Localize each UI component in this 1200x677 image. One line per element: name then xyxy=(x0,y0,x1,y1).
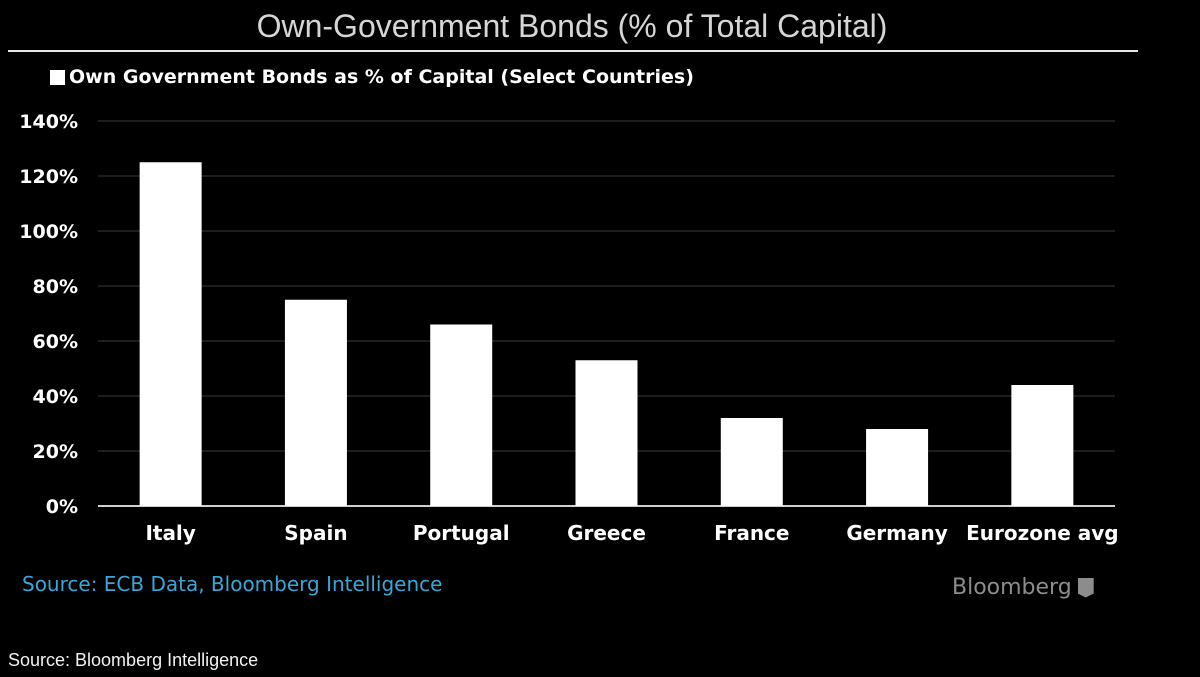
y-tick-label: 120% xyxy=(19,166,78,188)
y-tick-label: 140% xyxy=(19,111,78,133)
bar-spain xyxy=(284,299,347,506)
y-tick-label: 40% xyxy=(33,386,78,408)
bar-portugal xyxy=(430,324,493,506)
y-tick-label: 80% xyxy=(33,276,78,298)
x-axis: Italy Spain Portugal Greece France Germany Eur… xyxy=(145,521,1118,545)
chart-title: Own-Government Bonds (% of Total Capital… xyxy=(256,8,888,44)
bar-france xyxy=(720,418,783,506)
x-tick-label: France xyxy=(714,521,789,545)
bar-italy xyxy=(139,162,202,506)
y-tick-label: 100% xyxy=(19,221,78,243)
bloomberg-logo: Bloomberg xyxy=(952,575,1094,600)
x-tick-label: Eurozone avg xyxy=(966,521,1119,545)
brand-label: Bloomberg xyxy=(952,575,1072,600)
bar-germany xyxy=(866,429,929,506)
legend-swatch xyxy=(50,69,65,85)
x-tick-label: Portugal xyxy=(413,521,510,545)
x-tick-label: Spain xyxy=(284,521,347,545)
gridlines xyxy=(98,120,1115,507)
y-tick-label: 0% xyxy=(46,496,78,518)
bar-greece xyxy=(575,360,638,506)
title-divider xyxy=(8,50,1138,52)
bloomberg-icon xyxy=(1077,577,1094,598)
y-tick-label: 60% xyxy=(33,331,78,353)
chart-source-note: Source: ECB Data, Bloomberg Intelligence xyxy=(22,572,443,596)
x-tick-label: Italy xyxy=(145,521,195,545)
x-tick-label: Greece xyxy=(567,521,646,545)
y-tick-label: 20% xyxy=(33,441,78,463)
source-caption: Source: Bloomberg Intelligence xyxy=(8,650,259,670)
y-axis: 0% 20% 40% 60% 80% 100% 120% 140% xyxy=(19,111,78,518)
legend: Own Government Bonds as % of Capital (Se… xyxy=(50,66,694,88)
bars xyxy=(139,162,1074,506)
x-tick-label: Germany xyxy=(846,521,947,545)
legend-label: Own Government Bonds as % of Capital (Se… xyxy=(69,66,694,88)
bar-eurozone-avg xyxy=(1011,385,1074,506)
